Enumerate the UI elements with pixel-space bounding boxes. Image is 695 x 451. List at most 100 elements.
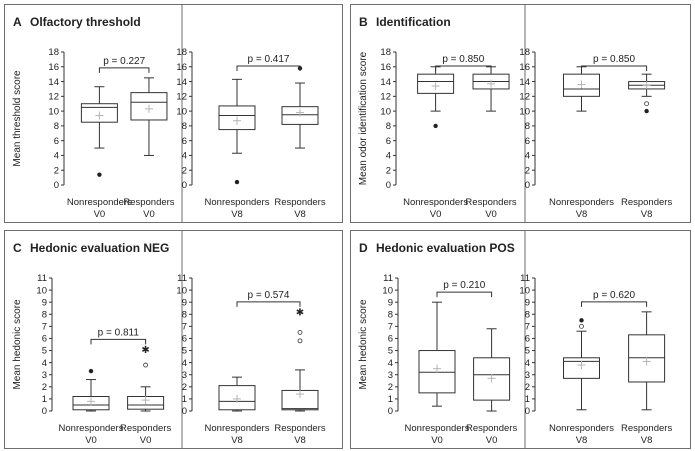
p-value-label: p = 0.850 <box>593 54 635 65</box>
y-axis-label: Mean odor identification score <box>358 51 369 185</box>
panel-b: B Identification Mean odor identification … <box>351 5 691 223</box>
y-tick-label: 4 <box>388 358 393 369</box>
y-tick-label: 2 <box>525 382 530 393</box>
outlier-point <box>433 124 437 128</box>
significance-bracket <box>237 302 300 307</box>
significance-bracket <box>582 66 647 71</box>
category-label: Responders <box>120 423 171 434</box>
visit-label: V8 <box>576 209 588 220</box>
subplot-v8: 024681012141618NonrespondersV8Responders… <box>176 47 325 220</box>
box-responders-v8 <box>629 74 665 113</box>
outlier-point <box>645 102 649 106</box>
visit-label: V0 <box>430 209 442 220</box>
y-tick-label: 2 <box>388 382 393 393</box>
y-tick-label: 11 <box>383 273 393 284</box>
category-label: Nonresponders <box>59 423 124 434</box>
y-tick-label: 9 <box>182 297 187 308</box>
y-tick-label: 7 <box>42 322 47 333</box>
y-tick-label: 6 <box>388 334 393 345</box>
panel-letter: C <box>13 241 22 255</box>
y-tick-label: 4 <box>182 358 187 369</box>
y-axis-label: Mean hedonic score <box>358 299 369 389</box>
y-tick-label: 1 <box>388 394 393 405</box>
panel-c: C Hedonic evaluation NEG Mean hedonic scor… <box>5 231 343 449</box>
y-tick-label: 2 <box>525 165 530 176</box>
y-tick-label: 1 <box>182 394 187 405</box>
panel-a: A Olfactory threshold Mean threshold score… <box>5 5 343 223</box>
y-tick-label: 10 <box>176 106 187 117</box>
subplot-v8: 024681012141618NonrespondersV8Responders… <box>519 47 672 220</box>
y-tick-label: 6 <box>525 136 530 147</box>
y-tick-label: 2 <box>182 165 187 176</box>
panel-title: Hedonic evaluation POS <box>376 241 515 255</box>
y-tick-label: 8 <box>525 121 530 132</box>
y-tick-label: 4 <box>525 358 530 369</box>
y-tick-label: 8 <box>388 309 393 320</box>
y-tick-label: 10 <box>382 285 393 296</box>
visit-label: V8 <box>641 209 653 220</box>
p-value-label: p = 0.574 <box>248 290 290 301</box>
p-value-label: p = 0.811 <box>98 327 140 338</box>
panel-d: D Hedonic evaluation POS Mean hedonic scor… <box>351 231 691 449</box>
y-tick-label: 5 <box>525 346 530 357</box>
category-label: Nonresponders <box>405 423 470 434</box>
y-tick-label: 16 <box>176 62 187 73</box>
outlier-point <box>644 109 648 113</box>
visit-label: V8 <box>231 435 243 446</box>
figure: A Olfactory thresholdMean threshold score… <box>0 0 695 451</box>
y-tick-label: 14 <box>176 77 187 88</box>
subplot-v8: 01234567891011NonrespondersV8RespondersV… <box>519 273 672 446</box>
y-tick-label: 8 <box>42 309 47 320</box>
box-responders-v0 <box>474 329 510 411</box>
significance-bracket <box>99 68 149 73</box>
outlier-point <box>298 330 302 334</box>
y-tick-label: 10 <box>519 106 530 117</box>
y-tick-label: 9 <box>388 297 393 308</box>
category-label: Nonresponders <box>205 197 270 208</box>
panel-title: Hedonic evaluation NEG <box>30 241 169 255</box>
y-tick-label: 4 <box>386 151 391 162</box>
category-label: Responders <box>621 197 672 208</box>
y-tick-label: 2 <box>42 382 47 393</box>
y-tick-label: 10 <box>380 106 391 117</box>
panel-letter: B <box>359 15 368 29</box>
category-label: Responders <box>465 197 516 208</box>
y-tick-label: 0 <box>525 180 530 191</box>
visit-label: V0 <box>143 209 155 220</box>
y-tick-label: 7 <box>388 322 393 333</box>
category-label: Nonresponders <box>67 197 132 208</box>
box-nonresponders-v0 <box>73 369 109 411</box>
category-label: Responders <box>466 423 517 434</box>
box-nonresponders-v0 <box>81 87 117 177</box>
category-label: Nonresponders <box>205 423 270 434</box>
y-tick-label: 6 <box>386 136 391 147</box>
box-nonresponders-v8 <box>219 377 255 411</box>
y-tick-label: 4 <box>42 358 47 369</box>
y-tick-label: 7 <box>182 322 187 333</box>
y-tick-label: 1 <box>42 394 47 405</box>
y-tick-label: 0 <box>42 406 47 417</box>
panel-letter: A <box>13 15 22 29</box>
extreme-outlier-point: ✱ <box>141 345 149 356</box>
extreme-outlier-point: ✱ <box>296 307 304 318</box>
outlier-point <box>144 363 148 367</box>
y-tick-label: 14 <box>48 77 59 88</box>
y-tick-label: 3 <box>388 370 393 381</box>
y-tick-label: 14 <box>519 77 530 88</box>
y-tick-label: 2 <box>54 165 59 176</box>
visit-label: V8 <box>576 435 588 446</box>
significance-bracket <box>437 292 492 297</box>
y-tick-label: 0 <box>386 180 391 191</box>
category-label: Nonresponders <box>549 423 614 434</box>
y-tick-label: 10 <box>519 285 530 296</box>
subplot-v0: 024681012141618NonrespondersV0Responders… <box>48 47 174 220</box>
y-tick-label: 6 <box>182 334 187 345</box>
panel-title: Identification <box>376 15 451 29</box>
panel-letter: D <box>359 241 368 255</box>
box-nonresponders-v0 <box>419 302 455 406</box>
category-label: Responders <box>274 197 325 208</box>
visit-label: V0 <box>485 209 497 220</box>
y-tick-label: 9 <box>525 297 530 308</box>
box-nonresponders-v8 <box>564 67 600 111</box>
y-tick-label: 4 <box>182 151 187 162</box>
